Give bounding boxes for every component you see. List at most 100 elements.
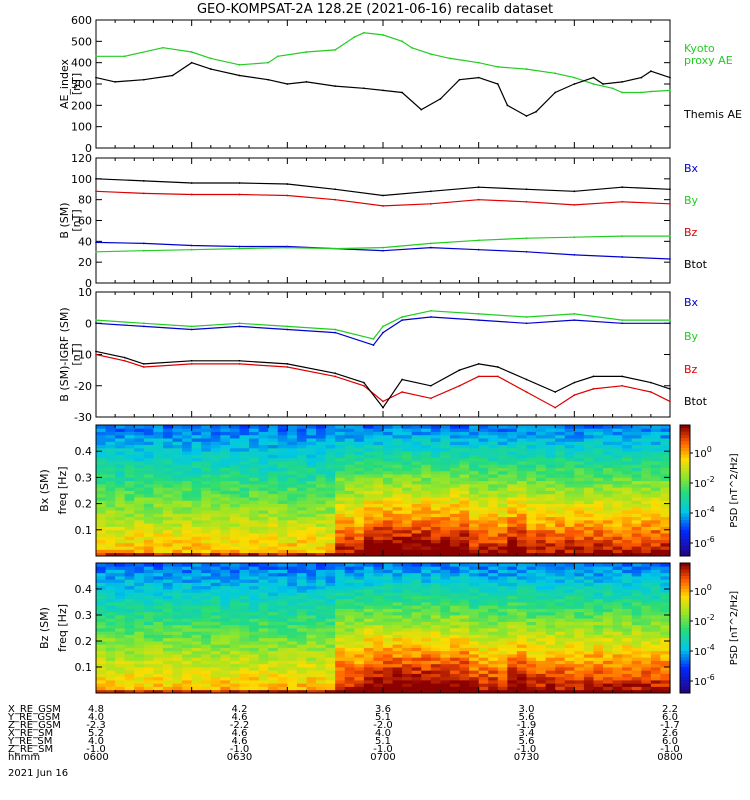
spectrogram-cell [383,576,394,580]
spectrogram-cell [306,447,317,452]
spectrogram-cell [134,490,145,495]
spectrogram-cell [478,644,489,648]
spectrogram-cell [115,483,126,488]
spectrogram-cell [325,663,336,668]
spectrogram-cell [603,438,614,442]
spectrogram-cell [210,451,221,455]
spectrogram-cell [373,434,384,439]
spectrogram-cell [182,670,193,674]
spectrogram-cell [143,542,154,547]
spectrogram-cell [296,461,308,465]
spectrogram-cell [220,595,231,600]
spectrogram-cell [201,536,212,541]
spectrogram-cell [182,536,193,541]
spectrogram-cell [344,474,355,478]
spectrogram-cell [115,461,126,465]
spectrogram-cell [191,615,202,619]
data-point [573,253,576,256]
spectrogram-cell [172,595,183,600]
data-point [669,89,671,92]
spectrogram-cell [296,660,308,665]
spectrogram-cell [115,487,126,491]
spectrogram-cell [162,667,174,671]
spectrogram-cell [373,441,384,446]
spectrogram-cell [488,663,499,668]
spectrogram-cell [325,474,336,478]
spectrogram-cell [497,513,508,518]
y-axis-unit: [nT] [70,209,83,231]
spectrogram-cell [162,546,174,550]
spectrogram-cell [105,434,116,439]
spectrogram-cell [277,539,288,544]
spectrogram-cell [459,670,470,674]
spectrogram-cell [239,683,250,687]
spectrogram-cell [373,454,384,459]
spectrogram-cell [574,513,585,518]
spectrogram-cell [115,425,126,429]
spectrogram-cell [516,585,528,590]
spectrogram-cell [383,477,394,482]
data-point [429,316,432,318]
spectrogram-cell [325,533,336,537]
spectrogram-cell [182,592,193,596]
spectrogram-cell [545,480,556,485]
spectrogram-cell [134,572,145,577]
spectrogram-cell [402,516,413,521]
spectrogram-cell [402,438,413,442]
spectrogram-cell [411,582,422,587]
spectrogram-cell [124,539,135,544]
spectrogram-cell [430,592,441,596]
spectrogram-cell [440,513,451,518]
spectrogram-cell [459,576,470,580]
colorbar-segment [680,425,690,429]
spectrogram-cell [268,493,279,498]
spectrogram-cell [182,598,193,603]
spectrogram-cell [287,444,298,449]
spectrogram-cell [526,431,537,436]
spectrogram-cell [115,500,126,504]
spectrogram-cell [191,516,202,521]
spectrogram-cell [555,670,566,674]
spectrogram-cell [229,546,241,550]
spectrogram-cell [105,634,116,639]
spectrogram-cell [105,585,116,590]
spectrogram-cell [363,605,375,609]
spectrogram-cell [335,618,346,622]
spectrogram-cell [536,602,547,606]
spectrogram-cell [612,454,623,459]
spectrogram-cell [335,676,346,681]
spectrogram-cell [201,438,212,442]
spectrogram-cell [603,470,614,475]
spectrogram-cell [277,689,288,694]
spectrogram-cell [564,480,575,485]
spectrogram-cell [306,490,317,495]
spectrogram-cell [555,608,566,613]
spectrogram-cell [574,683,585,687]
spectrogram-cell [229,467,241,472]
spectrogram-cell [622,546,633,550]
data-point [95,250,97,253]
spectrogram-cell [325,493,336,498]
spectrogram-cell [268,526,279,531]
spectrogram-cell [143,676,154,681]
spectrogram-cell [220,428,231,432]
spectrogram-cell [306,657,317,661]
spectrogram-cell [373,628,384,632]
spectrogram-cell [603,549,614,554]
spectrogram-cell [526,529,537,534]
spectrogram-cell [96,454,107,459]
spectrogram-cell [143,497,154,501]
spectrogram-cell [411,689,422,694]
spectrogram-cell [287,634,298,639]
spectrogram-cell [392,667,403,671]
spectrogram-cell [497,605,508,609]
spectrogram-cell [201,605,212,609]
spectrogram-cell [411,592,422,596]
spectrogram-cell [430,624,441,629]
spectrogram-cell [143,589,154,593]
spectrogram-cell [440,589,451,593]
spectrogram-cell [392,480,403,485]
spectrogram-cell [153,444,164,449]
spectrogram-cell [143,457,154,462]
spectrogram-cell [564,618,575,622]
